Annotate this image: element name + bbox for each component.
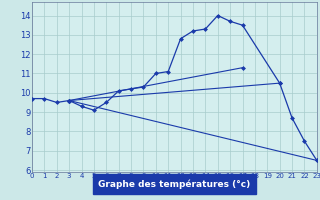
X-axis label: Graphe des températures (°c): Graphe des températures (°c) [98,179,251,189]
